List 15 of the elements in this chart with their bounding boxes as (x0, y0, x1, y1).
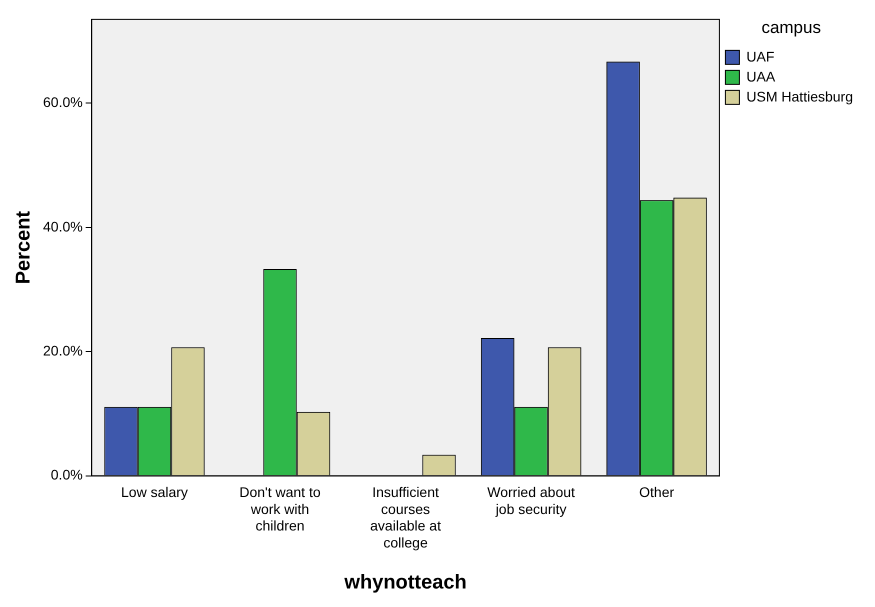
x-tick-label: Don't want to work with children (239, 484, 321, 534)
legend-title: campus (761, 18, 821, 38)
legend-label: USM Hattiesburg (746, 88, 853, 104)
y-tick-label: 40.0% (42, 218, 83, 234)
x-tick-label: Low salary (121, 484, 188, 500)
x-tick-label: Other (639, 484, 674, 500)
x-axis-title: whynotteach (343, 572, 467, 594)
y-tick-label: 60.0% (42, 94, 83, 110)
legend-label: UAA (746, 68, 776, 84)
y-tick-label: 0.0% (50, 466, 83, 483)
y-axis-title: Percent (12, 210, 35, 284)
x-tick-label: Worried about job security (487, 484, 576, 517)
y-tick-label: 20.0% (42, 342, 83, 358)
legend-label: UAF (746, 48, 774, 64)
x-tick-label: Insufficient courses available at college (370, 484, 442, 550)
